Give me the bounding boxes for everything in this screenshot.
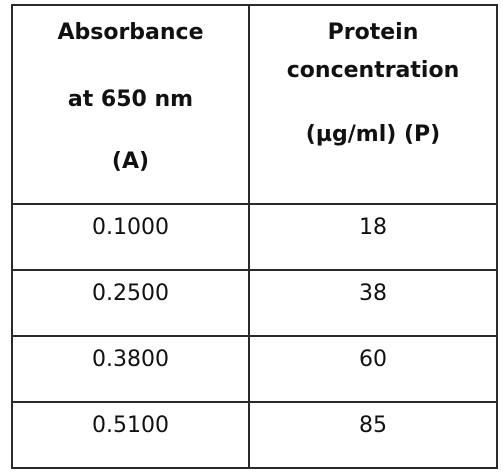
header-absorbance: Absorbance at 650 nm (A) (11, 4, 250, 205)
protein-cell: 60 (248, 335, 498, 403)
protein-cell: 38 (248, 269, 498, 337)
absorbance-protein-table: Absorbance at 650 nm (A) Protein concent… (11, 4, 498, 469)
header-absorbance-line-3: (A) (111, 149, 150, 174)
absorbance-value: 0.1000 (92, 215, 169, 240)
header-absorbance-line-1: Absorbance (57, 20, 204, 45)
absorbance-value: 0.3800 (92, 347, 169, 372)
table-row: 0.2500 38 (11, 269, 498, 337)
table-row: 0.5100 85 (11, 401, 498, 469)
absorbance-cell: 0.5100 (11, 401, 250, 469)
protein-cell: 85 (248, 401, 498, 469)
header-row: Absorbance at 650 nm (A) Protein concent… (11, 4, 498, 205)
absorbance-cell: 0.2500 (11, 269, 250, 337)
absorbance-cell: 0.1000 (11, 203, 250, 271)
header-protein-line-1: Protein (327, 20, 419, 45)
table-row: 0.1000 18 (11, 203, 498, 271)
protein-value: 60 (359, 347, 387, 372)
protein-value: 38 (359, 281, 387, 306)
header-protein-line-2: concentration (286, 58, 460, 83)
absorbance-value: 0.2500 (92, 281, 169, 306)
protein-cell: 18 (248, 203, 498, 271)
header-protein-line-3: (µg/ml) (P) (305, 122, 441, 147)
table-row: 0.3800 60 (11, 335, 498, 403)
header-absorbance-line-2: at 650 nm (67, 87, 194, 112)
header-protein: Protein concentration (µg/ml) (P) (248, 4, 498, 205)
protein-value: 18 (359, 215, 387, 240)
absorbance-cell: 0.3800 (11, 335, 250, 403)
absorbance-value: 0.5100 (92, 413, 169, 438)
protein-value: 85 (359, 413, 387, 438)
